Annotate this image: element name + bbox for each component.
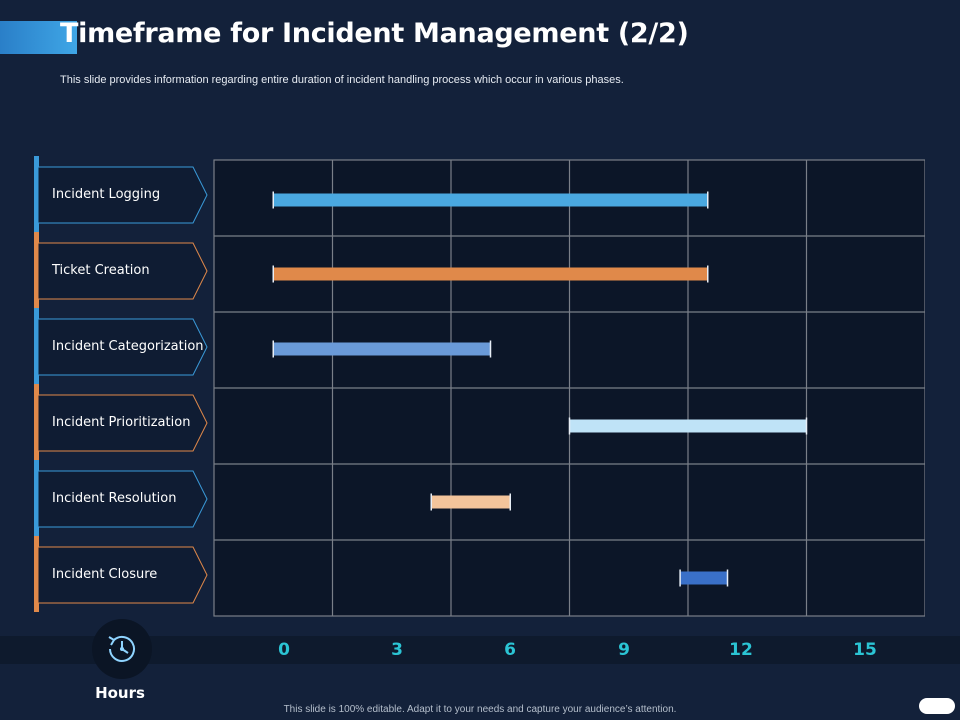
- phase-row: Incident Closure: [34, 536, 214, 612]
- phase-label: Incident Resolution: [52, 491, 177, 506]
- x-tick-label: 3: [391, 640, 403, 660]
- phase-accent-strip: [34, 308, 39, 384]
- phase-row: Incident Resolution: [34, 460, 214, 536]
- x-tick-label: 15: [853, 640, 877, 660]
- phase-label: Incident Prioritization: [52, 415, 191, 430]
- phase-arrow-shape: [37, 394, 208, 452]
- x-tick-label: 0: [278, 640, 290, 660]
- hours-icon-circle: [92, 619, 152, 679]
- phase-arrow-shape: [37, 318, 208, 376]
- gantt-chart: [213, 159, 926, 622]
- phase-row: Ticket Creation: [34, 232, 214, 308]
- x-tick-label: 6: [504, 640, 516, 660]
- phase-arrow-shape: [37, 546, 208, 604]
- gantt-svg: [213, 159, 926, 617]
- phase-accent-strip: [34, 156, 39, 232]
- phase-accent-strip: [34, 232, 39, 308]
- slide-nav-pill[interactable]: [919, 698, 955, 714]
- phase-arrow-shape: [37, 166, 208, 224]
- slide-title: Timeframe for Incident Management (2/2): [60, 18, 689, 49]
- slide-subtitle: This slide provides information regardin…: [60, 74, 624, 86]
- phase-row: Incident Logging: [34, 156, 214, 232]
- title-accent-bar: [0, 21, 77, 54]
- phase-arrow-shape: [37, 470, 208, 528]
- x-tick-label: 9: [618, 640, 630, 660]
- phase-accent-strip: [34, 384, 39, 460]
- gantt-bar: [431, 495, 511, 509]
- gantt-bar: [273, 267, 708, 281]
- phase-row: Incident Prioritization: [34, 384, 214, 460]
- phase-label: Incident Logging: [52, 187, 161, 202]
- footer-note: This slide is 100% editable. Adapt it to…: [283, 704, 677, 715]
- phase-row: Incident Categorization: [34, 308, 214, 384]
- phase-arrow-shape: [37, 242, 208, 300]
- phase-label: Incident Closure: [52, 567, 158, 582]
- phase-accent-strip: [34, 536, 39, 612]
- gantt-bar: [569, 419, 807, 433]
- gantt-bar: [680, 571, 728, 585]
- phase-label: Incident Categorization: [52, 339, 204, 354]
- hours-label: Hours: [95, 684, 145, 702]
- x-tick-label: 12: [729, 640, 753, 660]
- gantt-bar: [273, 193, 708, 207]
- clock-history-icon: [108, 635, 135, 662]
- phase-accent-strip: [34, 460, 39, 536]
- gantt-bar: [273, 342, 491, 356]
- axis-band: [0, 636, 960, 664]
- phase-label: Ticket Creation: [52, 263, 150, 278]
